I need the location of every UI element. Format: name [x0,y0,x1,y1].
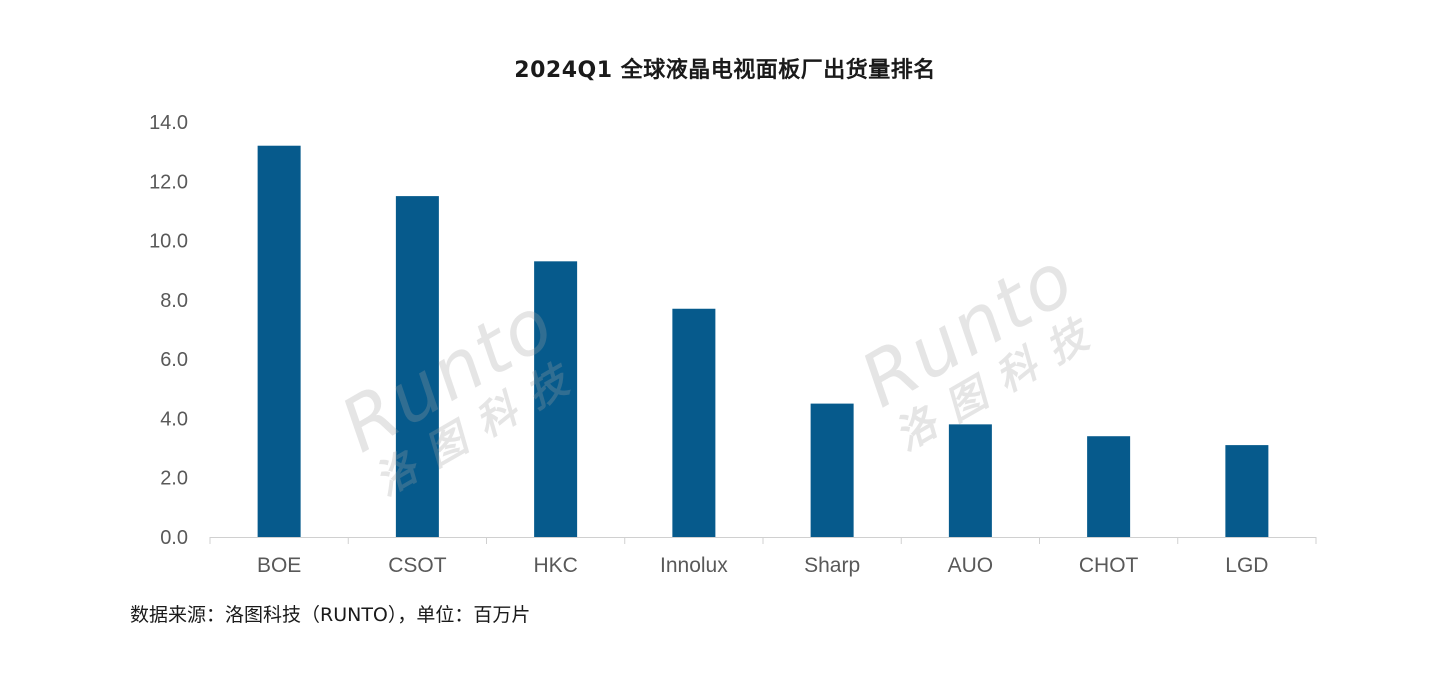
y-tick-label: 6.0 [160,349,188,371]
y-axis: 0.0 2.0 4.0 6.0 8.0 10.0 12.0 14.0 [149,112,188,549]
x-tick-label: BOE [257,554,301,577]
y-tick-label: 2.0 [160,468,188,490]
x-tick-label: Sharp [804,554,860,577]
bar-auo [948,424,992,537]
bar-hkc [534,261,578,537]
bar-lgd [1225,445,1269,537]
bar-csot [395,196,439,537]
y-tick-label: 8.0 [160,290,188,312]
x-tick-label: Innolux [660,554,728,577]
x-tick-label: LGD [1225,554,1268,577]
source-note: 数据来源：洛图科技（RUNTO），单位：百万片 [130,604,531,626]
x-tick-label: CHOT [1079,554,1139,577]
bar-innolux [672,308,716,537]
x-axis-labels: BOE CSOT HKC Innolux Sharp AUO CHOT LGD [257,554,1269,577]
y-tick-label: 4.0 [160,408,188,430]
y-tick-label: 12.0 [149,171,188,193]
y-tick-label: 14.0 [149,112,188,134]
x-tick-label: CSOT [388,554,447,577]
x-tick-label: HKC [533,554,577,577]
y-tick-label: 10.0 [149,231,188,253]
bar-boe [257,145,301,537]
chart-title: 2024Q1 全球液晶电视面板厂出货量排名 [514,58,936,83]
y-tick-label: 0.0 [160,527,188,549]
x-tick-label: AUO [948,554,994,577]
bars-group [257,145,1269,537]
bar-sharp [810,403,854,537]
bar-chot [1087,436,1131,537]
x-axis-ticks [209,537,1317,544]
